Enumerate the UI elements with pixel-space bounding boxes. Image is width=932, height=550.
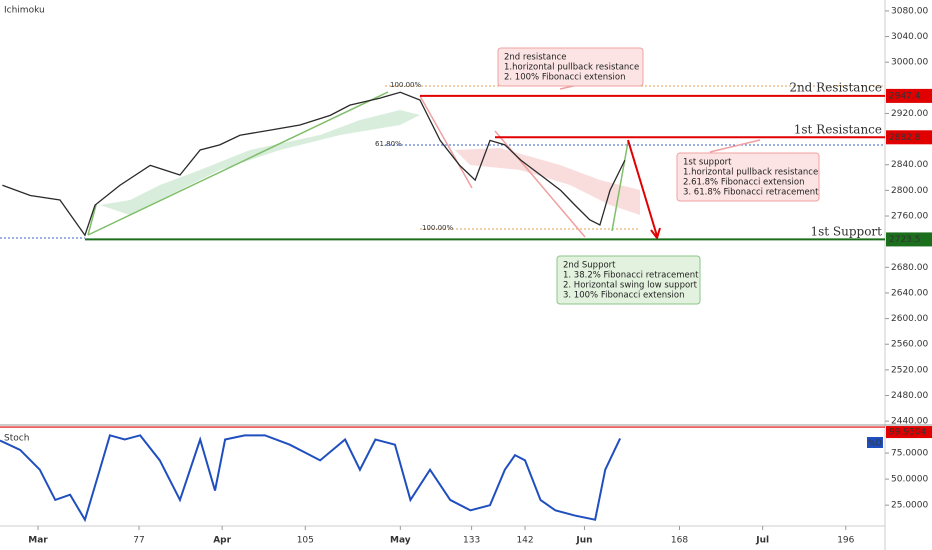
x-tick-label: Apr <box>213 536 231 546</box>
y-tick-label: 2520.00 <box>891 365 928 375</box>
level-value: 2882.8 <box>889 133 921 143</box>
x-tick-label: 77 <box>133 536 144 546</box>
level-name: 1st Resistance <box>794 123 882 137</box>
annotation-text: 2nd Support <box>563 261 616 271</box>
y-tick-label: 2840.00 <box>891 160 928 170</box>
y-tick-label: 2920.00 <box>891 109 928 119</box>
annotation-text: 2.61.8% Fibonacci extension <box>683 178 805 188</box>
level-badge <box>886 130 932 145</box>
y-tick-label: 2680.00 <box>891 263 928 273</box>
level-name: 2nd Resistance <box>789 81 882 95</box>
fib-label: 100.00% <box>422 224 453 232</box>
x-tick-label: 133 <box>463 536 480 546</box>
pane-title: Stoch <box>4 434 29 444</box>
x-tick-label: Mar <box>28 536 48 546</box>
annotation-box <box>676 152 820 202</box>
annotation-text: 1. 38.2% Fibonacci retracement <box>563 271 699 281</box>
price-line <box>0 434 621 523</box>
y-tick-label: 2560.00 <box>891 340 928 350</box>
x-tick-label: 168 <box>671 536 688 546</box>
x-tick-label: 196 <box>837 536 854 546</box>
cloud <box>100 110 420 215</box>
fib-label: 100.00% <box>390 81 421 89</box>
annotation-box <box>556 255 701 305</box>
level-badge <box>886 232 932 247</box>
level-badge <box>886 88 932 103</box>
annotation-text: 3. 61.8% Fibonacci retracement <box>683 188 819 198</box>
current-badge <box>886 426 932 439</box>
y-tick-label: 2760.00 <box>891 212 928 222</box>
level-value: 2723.5 <box>889 235 921 245</box>
y-tick-label: 3040.00 <box>891 32 928 42</box>
legend-label: %D <box>868 439 882 448</box>
y-tick-label: 50.0000 <box>891 475 928 485</box>
fib-label: 61.80% <box>375 140 402 148</box>
legend-badge <box>867 437 883 448</box>
annotation-text: 2nd resistance <box>504 53 566 63</box>
annotation-text: 3. 100% Fibonacci extension <box>563 291 685 301</box>
annotation-text: 1.horizontal pullback resistance <box>504 63 639 73</box>
y-tick-label: 2600.00 <box>891 314 928 324</box>
cloud <box>455 148 640 215</box>
y-tick-label: 25.0000 <box>891 501 928 511</box>
y-tick-label: 3080.00 <box>891 6 928 16</box>
annotation-text: 2. Horizontal swing low support <box>563 281 698 291</box>
y-tick-label: 2480.00 <box>891 391 928 401</box>
arrows <box>87 79 761 241</box>
x-tick-label: Jun <box>575 536 592 546</box>
y-tick-label: 2800.00 <box>891 186 928 196</box>
y-tick-label: 3000.00 <box>891 58 928 68</box>
y-tick-label: 2440.00 <box>891 417 928 427</box>
level-value: 2947.4 <box>889 91 921 101</box>
x-tick-label: May <box>390 536 411 546</box>
x-tick-label: 142 <box>516 536 533 546</box>
current-value: 99.9304 <box>889 428 926 438</box>
pane-title: Ichimoku <box>4 6 45 16</box>
y-tick-label: 75.0000 <box>891 449 928 459</box>
annotation-text: 1.horizontal pullback resistance <box>683 168 818 178</box>
annotation-text: 2. 100% Fibonacci extension <box>504 73 626 83</box>
x-tick-label: 105 <box>297 536 314 546</box>
annotation-text: 1st support <box>683 158 732 168</box>
price-line <box>2 91 626 237</box>
y-tick-label: 2640.00 <box>891 288 928 298</box>
level-name: 1st Support <box>810 225 882 239</box>
annotation-box <box>497 47 644 87</box>
x-tick-label: Jul <box>755 536 769 546</box>
